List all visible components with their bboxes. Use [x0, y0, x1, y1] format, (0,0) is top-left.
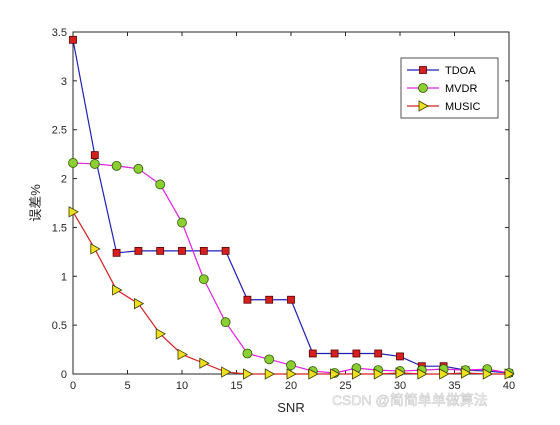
data-point-music	[395, 367, 406, 379]
data-point-music	[330, 368, 341, 380]
data-point-music	[351, 368, 363, 380]
x-tick-label: 40	[503, 380, 515, 392]
data-point-mvdr	[264, 354, 275, 365]
data-point-mvdr	[286, 360, 296, 371]
legend-marker-music	[418, 100, 429, 112]
data-point-music	[504, 368, 515, 380]
data-point-mvdr	[177, 217, 187, 228]
x-tick-label: 5	[124, 380, 130, 392]
legend-label-tdoa: TDOA	[445, 65, 476, 77]
data-point-tdoa	[352, 349, 361, 358]
data-point-mvdr	[133, 163, 144, 174]
data-point-mvdr	[155, 179, 166, 190]
y-tick-label: 0.5	[52, 320, 67, 332]
data-point-music	[177, 348, 188, 361]
data-point-music	[112, 284, 123, 296]
watermark-text: CSDN @简简单单做算法	[332, 392, 488, 408]
y-tick-label: 1.5	[52, 222, 67, 234]
legend-item-music: MUSIC	[407, 100, 481, 113]
data-point-tdoa	[265, 295, 274, 304]
data-point-mvdr	[111, 160, 122, 171]
data-point-mvdr	[220, 317, 231, 328]
data-point-tdoa	[243, 295, 252, 304]
data-point-music	[460, 367, 472, 379]
y-tick-label: 3.5	[52, 27, 67, 39]
data-point-music	[133, 297, 145, 310]
legend-label-music: MUSIC	[445, 101, 481, 113]
y-axis-label: 误差%	[28, 184, 43, 222]
x-tick-label: 25	[339, 380, 351, 392]
x-axis-label: SNR	[277, 400, 304, 415]
data-point-tdoa	[221, 246, 230, 255]
legend-marker-tdoa	[419, 66, 427, 74]
x-tick-label: 35	[448, 380, 460, 392]
data-point-tdoa	[374, 349, 383, 358]
data-point-music	[439, 368, 450, 380]
y-tick-label: 0	[61, 369, 67, 381]
data-point-mvdr	[242, 348, 253, 359]
series-music	[68, 206, 515, 380]
data-point-music	[264, 368, 276, 380]
x-tick-label: 20	[285, 380, 297, 392]
data-point-music	[221, 366, 232, 378]
data-point-tdoa	[69, 35, 77, 44]
y-tick-label: 2.5	[52, 125, 67, 137]
data-point-mvdr	[89, 159, 100, 169]
data-point-tdoa	[112, 248, 121, 257]
data-point-music	[308, 368, 319, 380]
legend-marker-mvdr	[418, 83, 428, 93]
data-point-mvdr	[68, 158, 78, 168]
data-point-mvdr	[198, 274, 209, 285]
y-tick-label: 2	[61, 174, 67, 186]
data-point-tdoa	[396, 352, 404, 361]
data-point-music	[90, 243, 101, 255]
data-point-tdoa	[156, 246, 165, 255]
legend-label-mvdr: MVDR	[445, 83, 477, 95]
data-point-tdoa	[90, 151, 99, 160]
data-point-music	[68, 206, 79, 218]
legend-item-tdoa: TDOA	[407, 65, 476, 77]
data-point-music	[482, 368, 494, 380]
data-point-music	[373, 368, 385, 380]
data-point-music	[199, 357, 210, 369]
data-point-tdoa	[287, 295, 295, 304]
x-tick-label: 0	[70, 380, 76, 392]
data-point-music	[286, 368, 297, 380]
data-point-tdoa	[330, 349, 339, 358]
data-point-tdoa	[199, 246, 208, 255]
legend: TDOA MVDR MUSIC	[400, 57, 499, 119]
data-point-tdoa	[178, 246, 186, 255]
data-point-music	[155, 328, 167, 340]
y-tick-label: 1	[61, 271, 67, 283]
x-tick-label: 15	[230, 380, 242, 392]
x-tick-label: 10	[176, 380, 188, 392]
x-tick-label: 30	[394, 380, 406, 392]
y-tick-label: 3	[61, 76, 67, 88]
data-point-music	[417, 368, 428, 380]
series-group	[68, 35, 515, 380]
data-point-tdoa	[308, 349, 317, 358]
data-point-music	[242, 368, 254, 380]
legend-item-mvdr: MVDR	[407, 83, 477, 95]
data-point-tdoa	[134, 246, 143, 255]
